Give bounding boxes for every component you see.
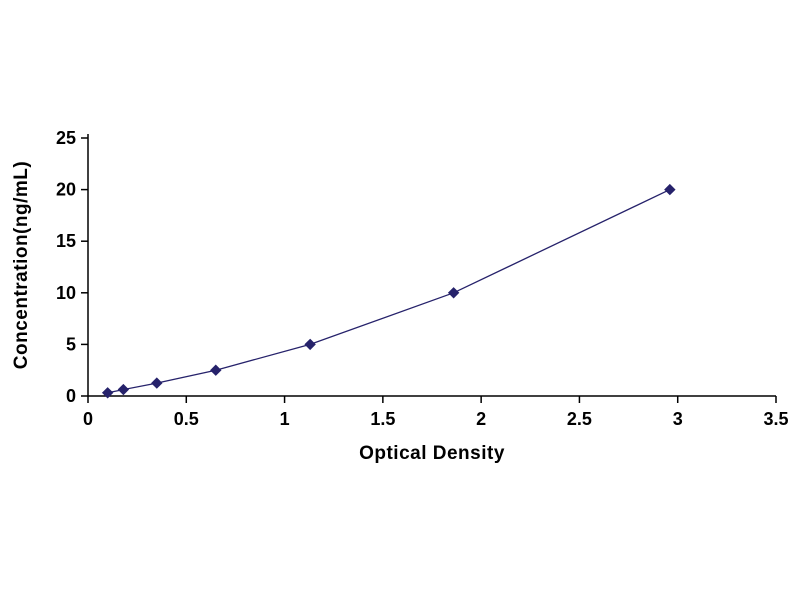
x-axis-title: Optical Density [359,443,505,464]
x-tick-label: 0.5 [174,409,199,429]
y-tick-label: 5 [66,334,76,354]
data-point-marker [101,387,114,399]
data-point-marker [304,338,316,351]
x-tick-label: 1.5 [370,409,395,429]
series-line [107,189,671,394]
data-point-marker [151,377,163,389]
x-tick-label: 2 [476,409,486,429]
y-tick-label: 25 [56,128,76,148]
y-tick-label: 20 [56,180,76,200]
x-tick-label: 0 [83,409,93,429]
data-point-marker [664,183,676,196]
data-point-marker [117,383,130,396]
x-tick-label: 3 [673,409,683,429]
data-point-marker [447,287,460,299]
y-tick-label: 15 [56,231,76,251]
x-tick-label: 1 [280,409,290,429]
y-tick-label: 10 [56,283,76,303]
y-axis-title: Concentration(ng/mL) [11,160,32,370]
x-tick-label: 3.5 [763,409,788,429]
data-point-marker [210,364,222,376]
x-tick-label: 2.5 [567,409,592,429]
y-tick-label: 0 [66,386,76,406]
